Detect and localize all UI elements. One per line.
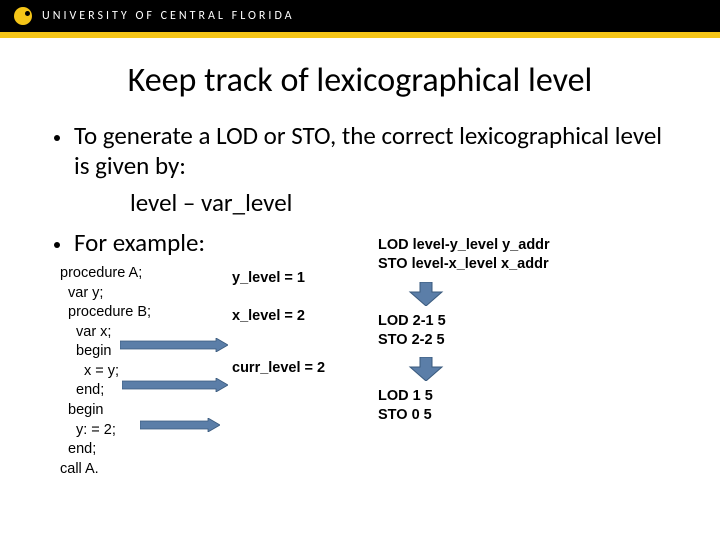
- slide-title: Keep track of lexicographical level: [0, 60, 720, 101]
- arrow-down-icon: [408, 282, 598, 306]
- bullet-1: To generate a LOD or STO, the correct le…: [54, 121, 666, 181]
- instr-line: STO level-x_level x_addr: [378, 255, 598, 274]
- instr-block-2: LOD 2-1 5 STO 2-2 5: [378, 312, 598, 350]
- instr-line: LOD 2-1 5: [378, 312, 598, 331]
- bullet-1-text: To generate a LOD or STO, the correct le…: [74, 121, 666, 181]
- arrow-right-icon: [122, 378, 228, 392]
- levels-block: y_level = 1 x_level = 2 curr_level = 2: [232, 264, 378, 479]
- instr-line: STO 0 5: [378, 406, 598, 425]
- arrow-right-icon: [120, 338, 228, 352]
- header-bar: UNIVERSITY OF CENTRAL FLORIDA: [0, 0, 720, 32]
- instr-block-3: LOD 1 5 STO 0 5: [378, 387, 598, 425]
- instr-block-1: LOD level-y_level y_addr STO level-x_lev…: [378, 236, 598, 274]
- example-columns: procedure A; var y; procedure B; var x; …: [54, 264, 666, 479]
- code-line: end;: [60, 440, 232, 460]
- instr-line: LOD level-y_level y_addr: [378, 236, 598, 255]
- gold-divider: [0, 32, 720, 38]
- bullet-2-text: For example:: [74, 228, 205, 258]
- bullet-dot-icon: [54, 242, 60, 248]
- arrow-right-icon: [140, 418, 220, 432]
- instructions-block: LOD level-y_level y_addr STO level-x_lev…: [378, 236, 598, 479]
- arrow-down-icon: [408, 357, 598, 381]
- ucf-logo-icon: [14, 7, 32, 25]
- code-block: procedure A; var y; procedure B; var x; …: [60, 264, 232, 479]
- formula-text: level – var_level: [130, 187, 666, 218]
- code-line: procedure B;: [60, 303, 232, 323]
- slide-content: To generate a LOD or STO, the correct le…: [0, 121, 720, 479]
- instr-line: LOD 1 5: [378, 387, 598, 406]
- curr-level-label: curr_level = 2: [232, 360, 378, 376]
- code-line: call A.: [60, 460, 232, 480]
- university-name: UNIVERSITY OF CENTRAL FLORIDA: [42, 9, 295, 23]
- bullet-dot-icon: [54, 135, 60, 141]
- x-level-label: x_level = 2: [232, 308, 378, 324]
- code-line: var y;: [60, 284, 232, 304]
- instr-line: STO 2-2 5: [378, 331, 598, 350]
- y-level-label: y_level = 1: [232, 270, 378, 286]
- code-line: procedure A;: [60, 264, 232, 284]
